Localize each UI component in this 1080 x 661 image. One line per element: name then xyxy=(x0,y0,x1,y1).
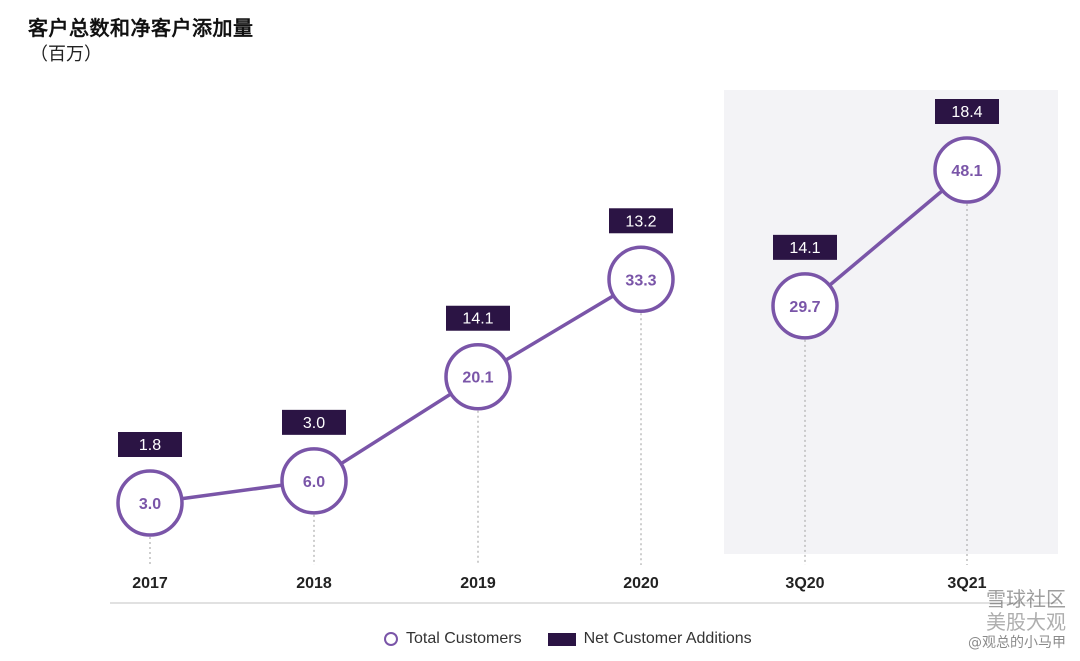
total-customers-point-2018 xyxy=(280,447,348,515)
total-customers-point-2020 xyxy=(607,245,675,314)
total-customers-point-2017 xyxy=(116,469,184,537)
watermark-line2: 美股大观 xyxy=(986,610,1066,634)
total-customers-line-segment-1 xyxy=(149,277,642,505)
chart-legend: Total Customers Net Customer Additions xyxy=(384,628,778,650)
net-additions-box-2020 xyxy=(609,208,673,234)
legend-item-total-customers: Total Customers xyxy=(384,630,522,648)
net-additions-box-2018 xyxy=(282,409,346,435)
total-customers-label-3Q21: 48.1 xyxy=(951,163,982,180)
net-additions-label-2020: 13.2 xyxy=(625,213,656,230)
shaded-quarter-region xyxy=(724,90,1058,554)
total-customers-point-3Q21 xyxy=(933,136,1001,204)
category-label-3Q20: 3Q20 xyxy=(785,575,824,592)
category-label-2018: 2018 xyxy=(296,575,332,592)
net-additions-label-2019: 14.1 xyxy=(462,311,493,328)
total-customers-label-2018: 6.0 xyxy=(303,474,325,491)
watermark-line3: @观总的小马甲 xyxy=(968,635,1066,651)
legend-item-net-additions: Net Customer Additions xyxy=(547,630,752,648)
net-additions-box-2017 xyxy=(118,432,182,457)
total-customers-line-segment-2 xyxy=(803,168,969,308)
total-customers-point-2019 xyxy=(444,342,512,411)
chart-title: 客户总数和净客户添加量 xyxy=(28,16,254,40)
total-customers-point-3Q20 xyxy=(771,272,839,340)
legend-label-net-additions: Net Customer Additions xyxy=(583,630,752,647)
net-additions-label-2018: 3.0 xyxy=(303,415,325,432)
legend-label-total-customers: Total Customers xyxy=(406,630,522,647)
category-label-2019: 2019 xyxy=(460,575,496,592)
category-label-3Q21: 3Q21 xyxy=(947,575,986,592)
category-label-2017: 2017 xyxy=(132,575,168,592)
legend-rect-icon xyxy=(547,632,576,646)
chart-subtitle: （百万） xyxy=(30,44,102,65)
total-customers-label-2019: 20.1 xyxy=(462,370,493,387)
total-customers-label-3Q20: 29.7 xyxy=(789,299,820,316)
category-label-2020: 2020 xyxy=(623,575,659,592)
net-additions-label-3Q20: 14.1 xyxy=(789,240,820,257)
total-customers-label-2020: 33.3 xyxy=(625,272,656,289)
legend-circle-icon xyxy=(384,632,398,646)
total-customers-label-2017: 3.0 xyxy=(139,496,161,513)
net-additions-box-3Q20 xyxy=(773,234,837,260)
net-additions-box-3Q21 xyxy=(935,99,999,124)
net-additions-label-3Q21: 18.4 xyxy=(951,104,982,121)
net-additions-label-2017: 1.8 xyxy=(139,437,161,454)
watermark-line1: 雪球社区 xyxy=(986,587,1066,611)
net-additions-box-2019 xyxy=(446,305,510,331)
watermark: 雪球社区 美股大观 @观总的小马甲 xyxy=(896,587,1066,653)
